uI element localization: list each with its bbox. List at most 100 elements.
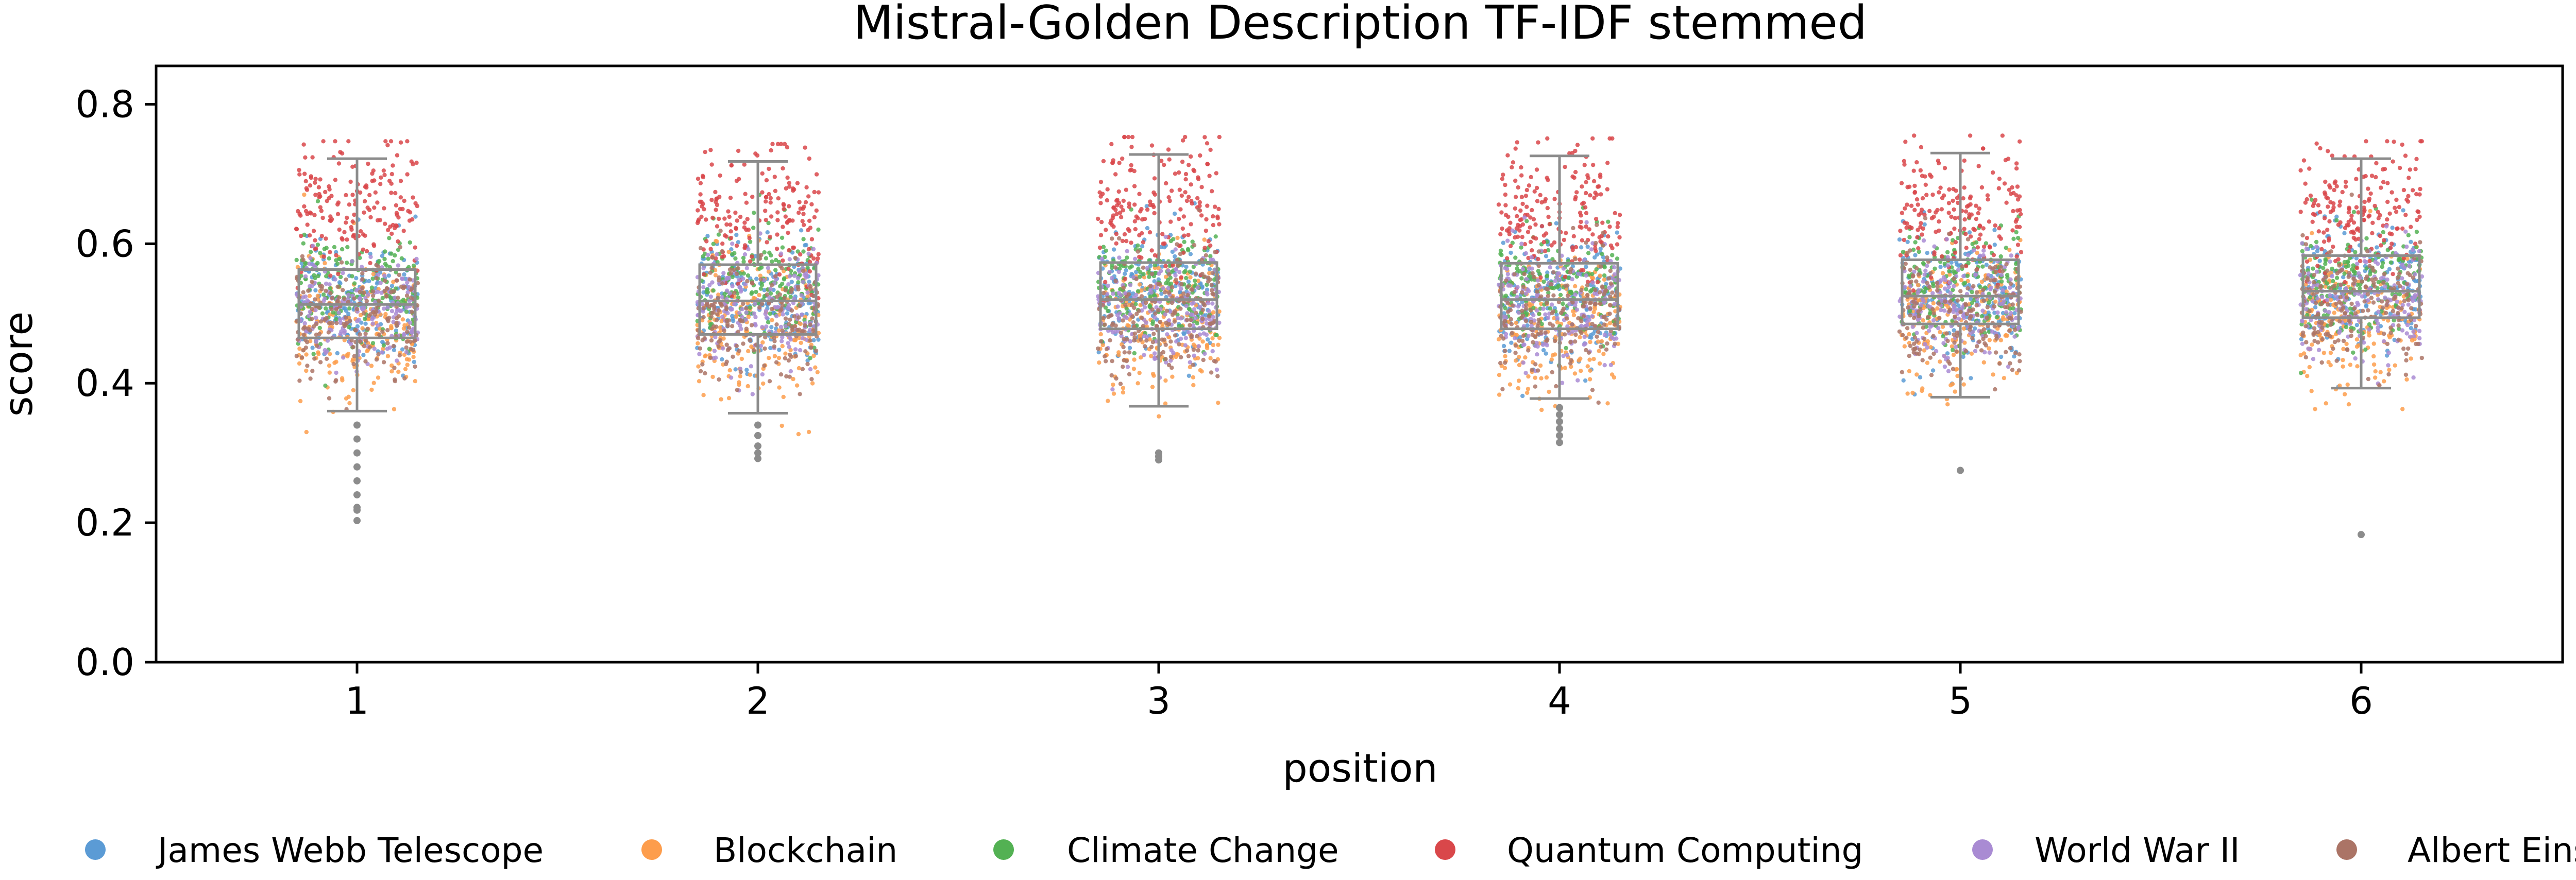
data-point [333,277,337,282]
data-point [701,315,706,320]
data-point [1119,204,1124,209]
data-point [740,307,744,312]
data-point [1605,341,1609,346]
data-point [1199,257,1205,262]
data-point [1589,300,1594,305]
data-point [383,139,388,144]
data-point [1546,294,1550,299]
data-point [1179,355,1183,359]
data-point [1901,250,1906,254]
data-point [1173,254,1177,259]
data-point [734,232,739,237]
data-point [1572,371,1578,376]
data-point [774,246,779,251]
data-point [1498,360,1503,366]
data-point [1196,356,1200,360]
data-point [697,352,702,356]
data-point [1133,302,1138,306]
data-point [704,217,708,222]
data-point [1170,300,1175,305]
data-point [1523,319,1529,323]
data-point [1170,249,1175,254]
data-point [376,323,380,328]
data-point [335,212,341,216]
data-point [2004,246,2008,250]
data-point [307,233,312,238]
data-point [1510,165,1514,170]
data-point [780,303,785,308]
data-point [302,232,307,237]
data-point [374,357,379,362]
data-point [1546,290,1551,295]
data-point [308,250,313,254]
data-point [799,293,804,298]
data-point [1590,232,1595,237]
data-point [1986,197,1990,202]
data-point [1519,195,1524,199]
data-point [758,343,764,348]
data-point [1953,240,1958,245]
data-point [698,369,703,374]
data-point [750,392,755,396]
data-point [781,394,786,400]
data-point [382,288,387,294]
data-point [393,253,397,258]
data-point [1574,307,1580,312]
data-point [1524,306,1529,311]
data-point [1501,336,1506,341]
data-point [1570,300,1575,305]
data-point [737,349,741,353]
data-point [302,321,307,326]
data-point [1200,307,1205,312]
data-point [762,346,767,351]
data-point [1560,381,1565,385]
data-point [329,194,334,198]
data-point [1153,315,1157,320]
data-point [1109,142,1114,147]
data-point [1951,287,1955,292]
data-point [741,255,746,261]
data-point [1202,274,1207,279]
data-point [1948,383,1953,388]
data-point [1209,370,1214,375]
data-point [801,268,806,273]
data-point [1992,243,1997,247]
data-point [398,140,403,145]
data-point [1510,331,1514,335]
data-point [408,320,412,325]
data-point [1526,334,1531,338]
data-point [798,348,803,353]
data-point [376,352,381,357]
data-point [1584,224,1588,229]
data-point [1149,344,1154,349]
data-point [804,185,809,189]
data-point [1965,273,1970,278]
data-point [1612,272,1617,277]
data-point [1615,256,1620,261]
data-point [366,317,370,322]
data-point [1907,332,1911,337]
data-point [724,342,729,347]
data-point [310,155,315,160]
data-point [1520,222,1525,227]
data-point [389,231,394,236]
data-point [1118,331,1124,335]
data-point [1179,275,1184,280]
data-point [763,312,768,316]
data-point [730,274,735,280]
data-point [361,311,366,316]
data-point [1570,322,1574,327]
data-point [757,305,762,310]
data-point [1981,360,1986,365]
data-point [1598,175,1603,179]
data-point [2010,228,2015,233]
data-point [1149,248,1154,253]
data-point [1527,274,1532,279]
data-point [399,256,404,261]
data-point [307,294,312,298]
data-point [1555,275,1560,280]
data-point [750,195,755,199]
data-point [778,142,784,146]
data-point [1103,280,1108,284]
data-point [776,196,781,201]
